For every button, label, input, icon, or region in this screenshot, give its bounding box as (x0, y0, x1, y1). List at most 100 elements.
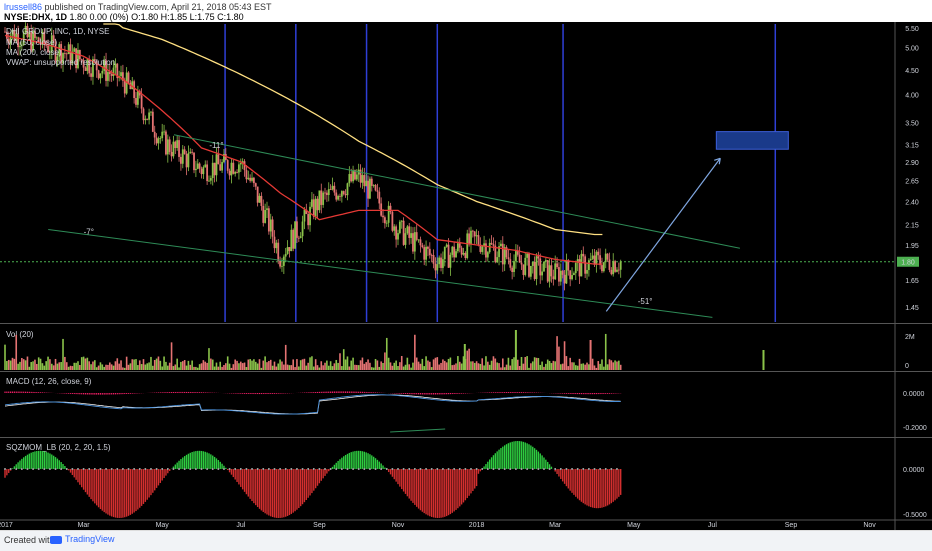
volume-bar (40, 359, 42, 370)
volume-bar (451, 365, 453, 370)
volume-bar (139, 360, 141, 370)
publisher-username[interactable]: lrussell86 (4, 2, 42, 12)
sqzmom-bar (352, 452, 353, 469)
squeeze-dot (307, 468, 309, 470)
sqzmom-bar (343, 456, 344, 469)
sqzmom-bar (64, 466, 65, 469)
sqzmom-bar (328, 469, 329, 471)
volume-bar (378, 367, 380, 370)
volume-bar (349, 367, 351, 370)
volume-bar (569, 358, 571, 370)
volume-bar (317, 365, 319, 370)
macd-histogram-bar (579, 393, 580, 394)
macd-histogram-bar (358, 392, 359, 393)
macd-histogram-group (4, 391, 621, 394)
volume-bar (66, 362, 68, 370)
volume-bar (410, 368, 412, 370)
sqzmom-bar (113, 469, 114, 517)
macd-histogram-bar (435, 393, 436, 394)
macd-histogram-bar (306, 392, 307, 393)
candle-body (571, 275, 573, 279)
volume-bar (17, 364, 19, 370)
macd-histogram-bar (190, 392, 191, 393)
chart-svg[interactable]: 5.505.004.504.003.503.152.902.652.402.15… (0, 22, 932, 530)
macd-histogram-bar (345, 391, 346, 393)
macd-histogram-bar (319, 392, 320, 393)
volume-bar (242, 363, 244, 370)
sqzmom-bar (403, 469, 404, 492)
volume-bar (509, 366, 511, 370)
candle-body (111, 74, 113, 76)
volume-bar (204, 362, 206, 370)
macd-histogram-bar (87, 393, 88, 394)
volume-bar (524, 357, 526, 370)
candle-body (393, 226, 395, 230)
candle-body (159, 138, 161, 139)
tradingview-link[interactable]: TradingView (50, 534, 115, 544)
sqzmom-bar (416, 469, 417, 507)
candle-body (618, 270, 620, 271)
sqzmom-bar (77, 469, 78, 482)
volume-bar (422, 359, 424, 370)
volume-bar (401, 356, 403, 370)
sqzmom-bar (409, 469, 410, 499)
macd-histogram-bar (119, 393, 120, 394)
macd-histogram-bar (276, 393, 277, 394)
volume-bar (332, 366, 334, 370)
sqzmom-bar (349, 453, 350, 469)
sqzmom-bar (566, 469, 567, 486)
volume-bar (189, 365, 191, 370)
candle-body (124, 81, 126, 94)
candle-body (251, 178, 253, 181)
volume-bar (309, 357, 311, 370)
price-tick-label: 2.15 (905, 223, 919, 230)
volume-bar (103, 367, 105, 370)
macd-histogram-bar (588, 393, 589, 394)
macd-histogram-bar (328, 392, 329, 393)
sqzmom-bar (70, 469, 71, 473)
volume-bar (109, 362, 111, 370)
candle-body (371, 179, 373, 186)
macd-title: MACD (12, 26, close, 9) (6, 377, 92, 386)
squeeze-dot (184, 468, 186, 470)
volume-bar (238, 363, 240, 370)
candle-body (478, 235, 480, 244)
volume-bar (178, 367, 180, 370)
squeeze-dot (212, 468, 214, 470)
sqzmom-bar (571, 469, 572, 493)
sqzmom-bar (175, 465, 176, 469)
sqzmom-bar (74, 469, 75, 477)
candle-body (367, 181, 369, 199)
candle-body (173, 142, 175, 157)
volume-bar (60, 362, 62, 370)
macd-histogram-bar (592, 393, 593, 394)
sqzmom-bar (513, 441, 514, 469)
time-tick-label: Nov (392, 522, 405, 529)
candle-body (307, 214, 309, 225)
macd-histogram-bar (562, 393, 563, 394)
sqzmom-bar (467, 469, 468, 498)
sqzmom-bar (132, 469, 133, 514)
candle-body (414, 232, 416, 251)
squeeze-dot (100, 468, 102, 470)
volume-bars-group (4, 330, 764, 370)
candle-body (610, 270, 612, 274)
macd-histogram-bar (397, 393, 398, 394)
sqzmom-bar (147, 469, 148, 500)
tradingview-brand: TradingView (65, 534, 115, 544)
candle-body (451, 247, 453, 255)
volume-bar (573, 362, 575, 370)
volume-bar (468, 349, 470, 370)
sqzmom-bar (358, 451, 359, 469)
macd-histogram-bar (98, 393, 99, 395)
macd-histogram-bar (371, 392, 372, 393)
volume-bar (502, 358, 504, 370)
macd-histogram-bar (31, 392, 32, 393)
volume-bar (83, 357, 85, 370)
sqzmom-bar (422, 469, 423, 512)
sqzmom-bar (233, 469, 234, 477)
volume-bar (334, 363, 336, 370)
sqzmom-bar (221, 464, 222, 469)
squeeze-dot (156, 468, 158, 470)
